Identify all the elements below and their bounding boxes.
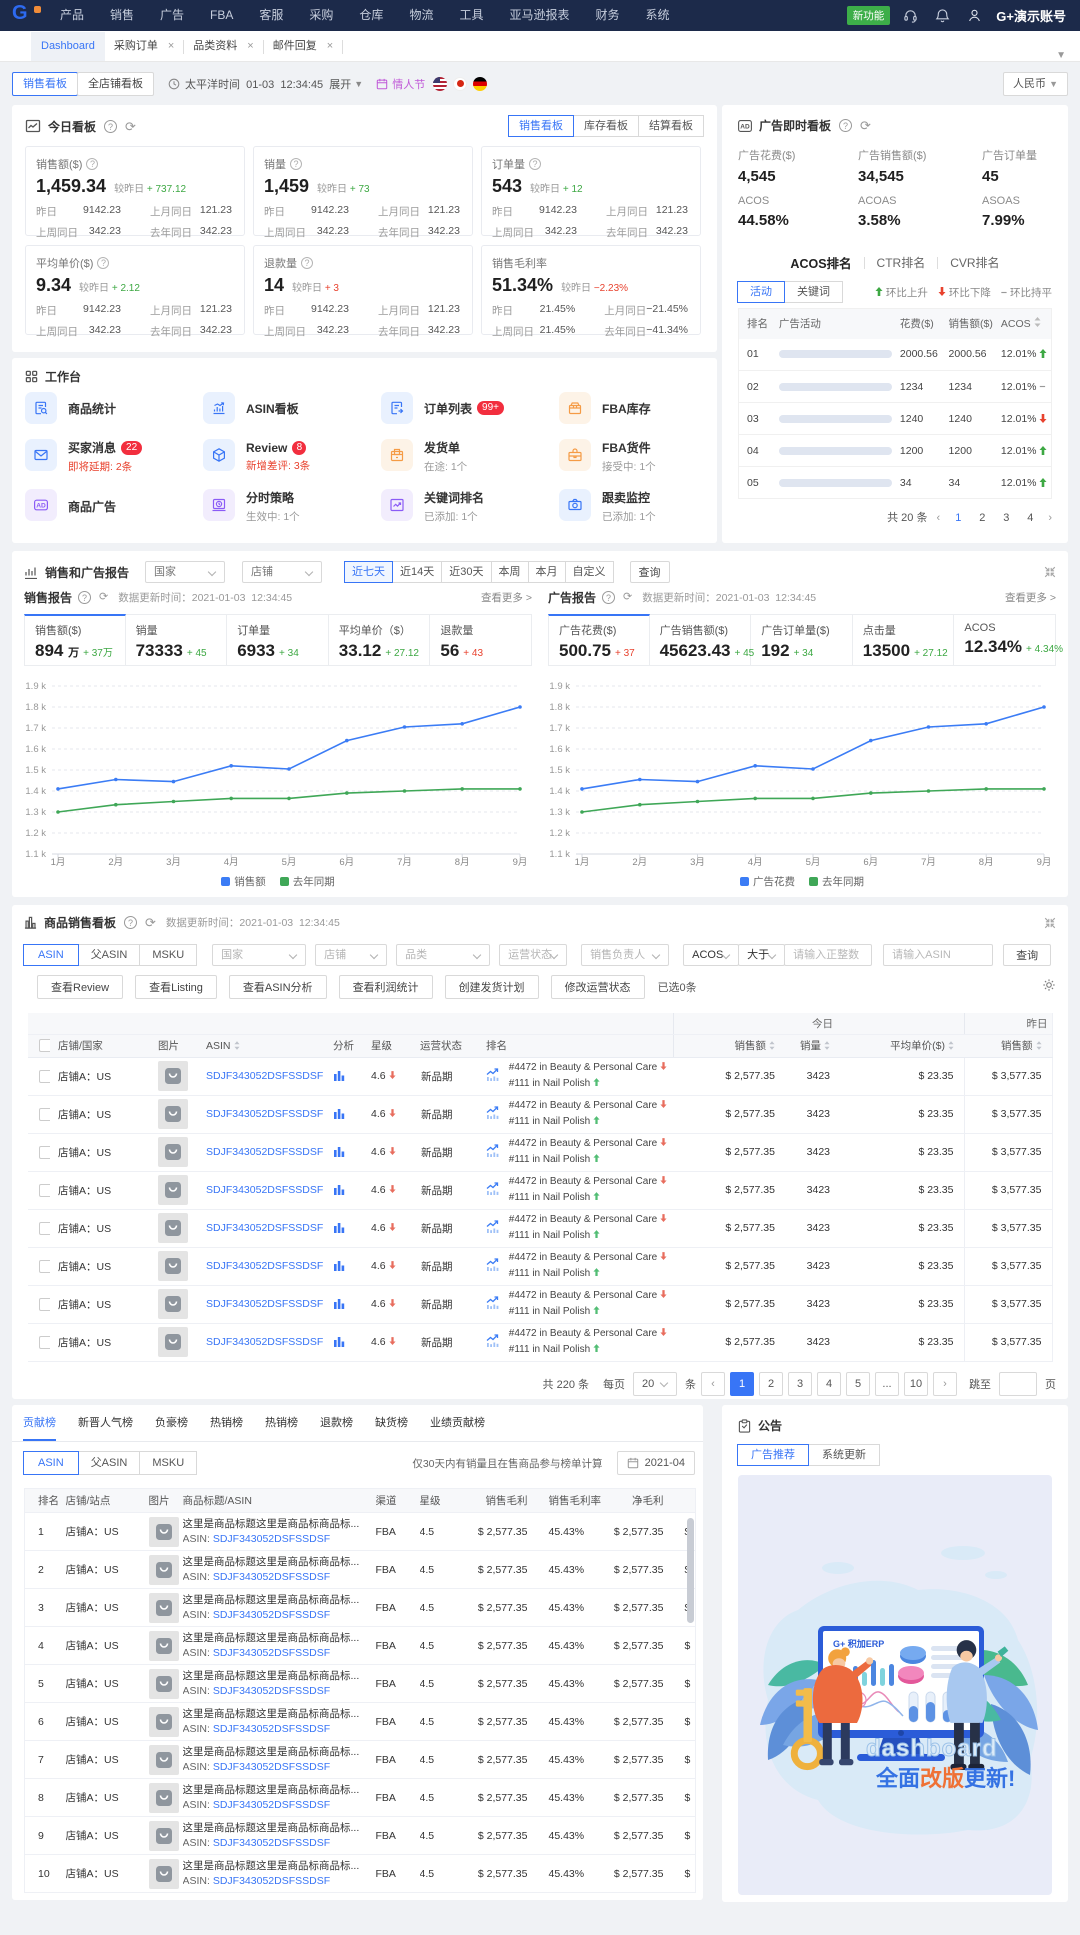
svg-text:3月: 3月 bbox=[166, 857, 181, 868]
svg-text:1.6 k: 1.6 k bbox=[549, 744, 570, 755]
svg-text:7月: 7月 bbox=[921, 857, 936, 868]
svg-text:全面改版更新!: 全面改版更新! bbox=[875, 1766, 1015, 1791]
svg-text:6月: 6月 bbox=[339, 857, 354, 868]
svg-text:8月: 8月 bbox=[979, 857, 994, 868]
svg-text:1.8 k: 1.8 k bbox=[549, 702, 570, 713]
svg-text:1.4 k: 1.4 k bbox=[25, 786, 46, 797]
svg-text:1月: 1月 bbox=[575, 857, 590, 868]
svg-text:1.3 k: 1.3 k bbox=[25, 807, 46, 818]
svg-text:G+ 积加ERP: G+ 积加ERP bbox=[833, 1638, 884, 1649]
svg-text:9月: 9月 bbox=[513, 857, 528, 868]
svg-text:8月: 8月 bbox=[455, 857, 470, 868]
svg-text:7月: 7月 bbox=[397, 857, 412, 868]
svg-text:1.8 k: 1.8 k bbox=[25, 702, 46, 713]
svg-text:AD: AD bbox=[740, 123, 750, 130]
svg-text:1.2 k: 1.2 k bbox=[25, 828, 46, 839]
svg-text:4月: 4月 bbox=[748, 857, 763, 868]
svg-text:1.4 k: 1.4 k bbox=[549, 786, 570, 797]
svg-text:6月: 6月 bbox=[863, 857, 878, 868]
svg-text:1.9 k: 1.9 k bbox=[25, 681, 46, 692]
svg-text:1.7 k: 1.7 k bbox=[549, 723, 570, 734]
svg-text:5月: 5月 bbox=[282, 857, 297, 868]
svg-text:1.7 k: 1.7 k bbox=[25, 723, 46, 734]
svg-text:1.5 k: 1.5 k bbox=[549, 765, 570, 776]
svg-text:1.5 k: 1.5 k bbox=[25, 765, 46, 776]
svg-text:1.1 k: 1.1 k bbox=[549, 849, 570, 860]
svg-text:1.6 k: 1.6 k bbox=[25, 744, 46, 755]
svg-text:1月: 1月 bbox=[51, 857, 66, 868]
svg-text:3月: 3月 bbox=[690, 857, 705, 868]
svg-text:1.1 k: 1.1 k bbox=[25, 849, 46, 860]
svg-text:2月: 2月 bbox=[632, 857, 647, 868]
svg-text:AD: AD bbox=[36, 503, 46, 510]
svg-text:1.2 k: 1.2 k bbox=[549, 828, 570, 839]
svg-text:1.3 k: 1.3 k bbox=[549, 807, 570, 818]
svg-text:2月: 2月 bbox=[108, 857, 123, 868]
svg-text:5月: 5月 bbox=[806, 857, 821, 868]
svg-text:dashboard: dashboard bbox=[866, 1735, 998, 1762]
svg-text:4月: 4月 bbox=[224, 857, 239, 868]
svg-text:1.9 k: 1.9 k bbox=[549, 681, 570, 692]
svg-text:9月: 9月 bbox=[1037, 857, 1052, 868]
